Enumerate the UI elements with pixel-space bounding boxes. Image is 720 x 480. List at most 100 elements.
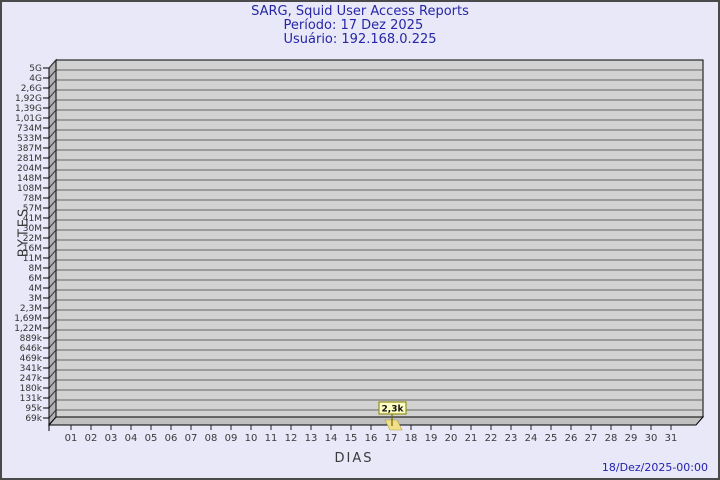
x-tick-label: 18 (405, 433, 418, 444)
wall-tick-line (48, 359, 57, 369)
wall-tick-line (48, 139, 57, 149)
y-tick-label: 95k (25, 404, 42, 414)
wall-tick-line (48, 189, 57, 199)
y-tick-label: 3M (29, 294, 43, 304)
y-tick-label: 69k (25, 414, 42, 424)
wall-tick-line (48, 409, 57, 419)
x-tick-label: 25 (545, 433, 558, 444)
chart-title: SARG, Squid User Access Reports (251, 4, 469, 19)
y-tick-label: 6M (29, 274, 43, 284)
x-tick-label: 22 (485, 433, 498, 444)
y-tick-label: 281M (17, 154, 42, 164)
wall-tick-line (48, 159, 57, 169)
x-tick-label: 01 (65, 433, 78, 444)
x-tick-label: 14 (325, 433, 338, 444)
wall-tick-line (48, 299, 57, 309)
wall-tick-line (48, 119, 57, 129)
wall-tick-line (48, 109, 57, 119)
y-tick-label: 16M (23, 244, 42, 254)
y-tick-label: 734M (17, 124, 42, 134)
x-tick-label: 07 (185, 433, 198, 444)
y-tick-label: 5G (29, 64, 42, 74)
x-tick-label: 06 (165, 433, 178, 444)
y-tick-label: 8M (29, 264, 43, 274)
wall-tick-line (48, 269, 57, 279)
wall-tick-line (48, 179, 57, 189)
y-tick-label: 469k (20, 354, 43, 364)
x-tick-label: 19 (425, 433, 438, 444)
x-tick-label: 16 (365, 433, 378, 444)
y-tick-label: 180k (20, 384, 43, 394)
wall-tick-line (48, 309, 57, 319)
plot-panel (55, 59, 704, 418)
bar-value-callout (378, 401, 407, 415)
wall-tick-line (48, 369, 57, 379)
generation-timestamp: 18/Dez/2025-00:00 (601, 461, 708, 474)
y-tick-label: 78M (23, 194, 42, 204)
x-tick-label: 21 (465, 433, 478, 444)
x-tick-label: 13 (305, 433, 318, 444)
y-tick-label: 2,6G (21, 84, 42, 94)
wall-tick-line (48, 209, 57, 219)
x-tick-label: 28 (605, 433, 618, 444)
x-tick-label: 10 (245, 433, 258, 444)
y-tick-label: 341k (20, 364, 43, 374)
x-tick-label: 29 (625, 433, 638, 444)
y-tick-label: 57M (23, 204, 42, 214)
y-tick-label: 41M (23, 214, 42, 224)
x-tick-label: 15 (345, 433, 358, 444)
y-tick-label: 387M (17, 144, 42, 154)
y-tick-label: 1,92G (15, 94, 42, 104)
y-tick-label: 108M (17, 184, 42, 194)
bar-value-label: 2,3k (382, 405, 405, 415)
y-tick-label: 1,69M (14, 314, 42, 324)
y-tick-label: 889k (20, 334, 43, 344)
y-tick-label: 4M (29, 284, 43, 294)
y-tick-label: 204M (17, 164, 42, 174)
y-tick-label: 30M (23, 224, 42, 234)
plot-floor (47, 416, 705, 426)
y-tick-label: 22M (23, 234, 42, 244)
wall-tick-line (48, 129, 57, 139)
chart-user: Usuário: 192.168.0.225 (283, 32, 437, 47)
wall-tick-line (48, 249, 57, 259)
wall-tick-line (48, 89, 57, 99)
x-tick-label: 27 (585, 433, 598, 444)
wall-tick-line (48, 229, 57, 239)
y-tick-label: 11M (23, 254, 42, 264)
wall-tick-line (48, 219, 57, 229)
x-tick-label: 05 (145, 433, 158, 444)
wall-tick-line (48, 69, 57, 79)
y-tick-label: 533M (17, 134, 42, 144)
x-tick-label: 31 (665, 433, 678, 444)
x-tick-label: 20 (445, 433, 458, 444)
x-tick-label: 03 (105, 433, 118, 444)
y-tick-label: 247k (20, 374, 43, 384)
wall-tick-line (48, 319, 57, 329)
x-tick-label: 24 (525, 433, 538, 444)
x-tick-label: 12 (285, 433, 298, 444)
y-tick-label: 4G (29, 74, 42, 84)
wall-tick-line (48, 169, 57, 179)
y-tick-label: 1,22M (14, 324, 42, 334)
wall-tick-line (48, 149, 57, 159)
wall-tick-line (48, 329, 57, 339)
x-tick-label: 23 (505, 433, 518, 444)
x-tick-label: 02 (85, 433, 98, 444)
y-tick-label: 1,01G (15, 114, 42, 124)
x-tick-label: 30 (645, 433, 658, 444)
x-tick-label: 09 (225, 433, 238, 444)
y-tick-label: 2,3M (20, 304, 42, 314)
wall-tick-line (48, 349, 57, 359)
x-tick-label: 26 (565, 433, 578, 444)
wall-tick-line (48, 399, 57, 409)
x-tick-label: 08 (205, 433, 218, 444)
wall-tick-line (48, 79, 57, 89)
wall-tick-line (48, 389, 57, 399)
x-tick-label: 17 (385, 433, 398, 444)
x-tick-label: 11 (265, 433, 278, 444)
wall-tick-line (48, 379, 57, 389)
x-axis-title: DIAS (334, 451, 374, 466)
